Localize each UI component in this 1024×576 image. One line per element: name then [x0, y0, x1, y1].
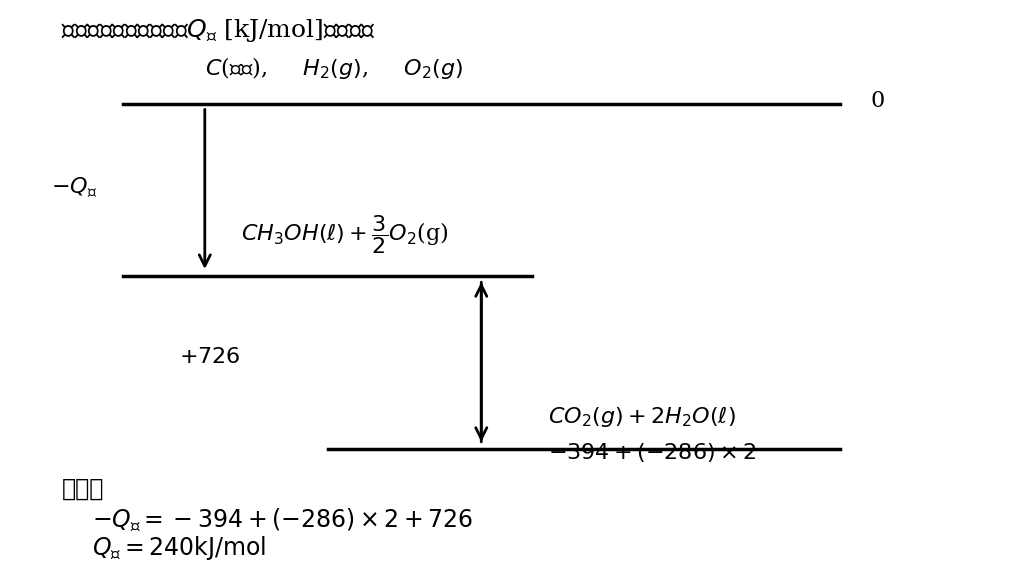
Text: $+726$: $+726$ [179, 346, 241, 368]
Text: メタノールの生成熱を$Q_{メ}$ [kJ/mol]とする。: メタノールの生成熱を$Q_{メ}$ [kJ/mol]とする。 [61, 17, 377, 44]
Text: $-Q_{メ}$: $-Q_{メ}$ [51, 175, 97, 199]
Text: $CH_3OH(\ell) + \dfrac{3}{2}O_2$(g): $CH_3OH(\ell) + \dfrac{3}{2}O_2$(g) [241, 213, 449, 256]
Text: $Q_{メ} = 240\mathrm{kJ/mol}$: $Q_{メ} = 240\mathrm{kJ/mol}$ [92, 534, 266, 562]
Text: 0: 0 [870, 90, 885, 112]
Text: よって: よって [61, 478, 103, 501]
Text: $CO_2(g) + 2H_2O(\ell)$: $CO_2(g) + 2H_2O(\ell)$ [548, 404, 735, 429]
Text: $-394 + (-286) \times 2$: $-394 + (-286) \times 2$ [548, 441, 756, 464]
Text: $C$(黒鉛),     $H_2(g)$,     $O_2(g)$: $C$(黒鉛), $H_2(g)$, $O_2(g)$ [205, 55, 463, 81]
Text: $-Q_{メ} = -394 + (-286) \times 2 + 726$: $-Q_{メ} = -394 + (-286) \times 2 + 726$ [92, 507, 473, 533]
